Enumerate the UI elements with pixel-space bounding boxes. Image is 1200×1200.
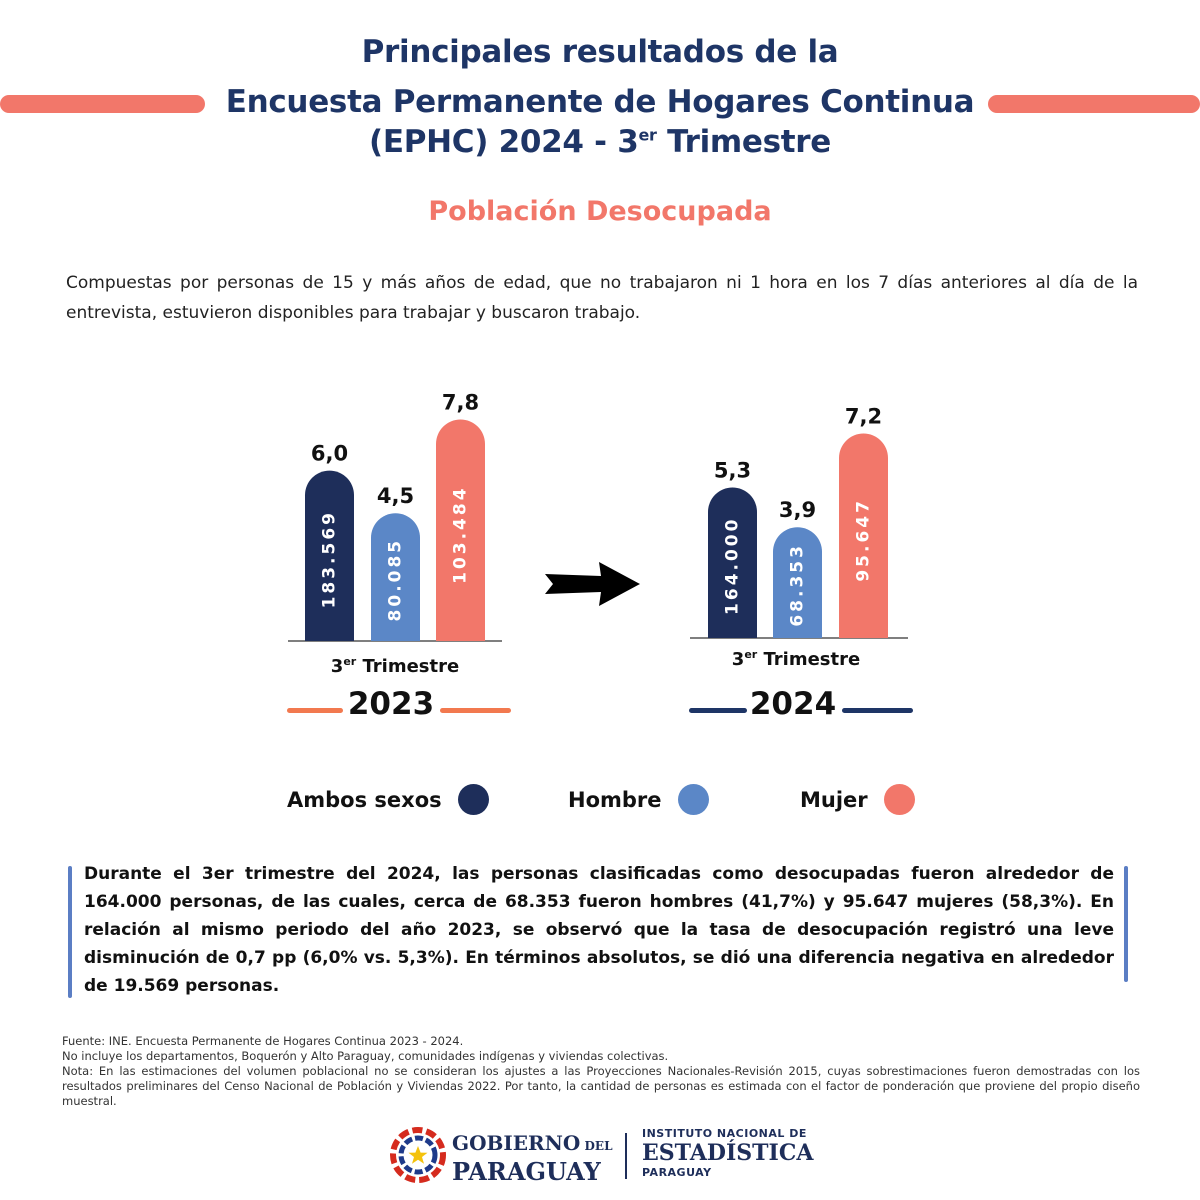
year-line-2023-right [440,708,511,713]
bar-2024-1 [773,527,822,638]
persons-label-2024-1: 68.353 [788,543,808,627]
gov-line2: PARAGUAY [452,1157,601,1186]
ine-line3: PARAGUAY [642,1166,712,1179]
title-line-3-a: (EPHC) 2024 - 3 [368,124,639,160]
title-line-3-b: Trimestre [656,124,832,160]
year-label-2023: 2023 [347,686,435,722]
gov-line1-b: DEL [580,1139,613,1153]
summary-bar-left [68,866,72,998]
paraguay-seal-icon [390,1127,446,1183]
year-line-2023-left [287,708,343,713]
rate-label-2024-1: 3,9 [779,498,816,522]
footnote-exclusion: No incluye los departamentos, Boquerón y… [62,1049,669,1063]
legend-dot-mujer [883,784,915,815]
bar-2023-0 [305,470,354,641]
logo-separator [625,1133,627,1179]
persons-label-2023-1: 80.085 [386,538,406,622]
rate-label-2023-1: 4,5 [377,484,414,508]
bar-2024-2 [839,433,888,638]
category-label-2024-sup: er [744,648,758,661]
summary-text: Durante el 3er trimestre del 2024, las p… [84,864,1114,996]
category-label-2024: 3er Trimestre [686,648,906,670]
footnote-note: Nota: En las estimaciones del volumen po… [62,1064,1140,1108]
footnote-source: Fuente: INE. Encuesta Permanente de Hoga… [62,1034,464,1048]
gobierno-paraguay-logo-text: GOBIERNO DEL PARAGUAY [452,1131,613,1184]
title-decoration-right [988,95,1200,113]
year-line-2024-right [842,708,913,713]
legend-item-hombre: Hombre [568,784,709,815]
year-line-2024-left [689,708,747,713]
persons-label-2024-0: 164.000 [723,517,743,615]
ine-line2: ESTADÍSTICA [642,1140,814,1166]
bar-2023-1 [371,513,420,641]
category-label-2023-b: Trimestre [356,656,460,677]
summary-bar-right [1124,866,1128,982]
gov-line1-a: GOBIERNO [452,1131,581,1155]
title-line-1: Principales resultados de la [361,34,839,70]
persons-label-2023-0: 183.569 [320,510,340,608]
title-line-3: (EPHC) 2024 - 3er Trimestre [0,124,1200,160]
year-label-2024: 2024 [749,686,837,722]
legend-dot-ambos [457,784,489,815]
bar-2024-0 [708,487,757,638]
category-label-2023-a: 3 [330,656,344,677]
bar-2023-2 [436,419,485,641]
rate-label-2023-2: 7,8 [442,390,479,414]
ine-logo-text: INSTITUTO NACIONAL DE ESTADÍSTICA PARAGU… [642,1127,813,1179]
legend-label-ambos: Ambos sexos [287,787,442,812]
title-line-2: Encuesta Permanente de Hogares Continua [225,84,975,120]
legend-item-mujer: Mujer [800,784,915,815]
category-label-2024-b: Trimestre [757,649,861,670]
persons-label-2023-2: 103.484 [451,485,471,583]
footnotes: Fuente: INE. Encuesta Permanente de Hoga… [62,1034,1140,1109]
legend-label-mujer: Mujer [800,787,868,812]
category-label-2023-sup: er [343,655,357,668]
rate-label-2024-0: 5,3 [714,458,751,482]
rate-label-2023-0: 6,0 [311,442,348,466]
title-decoration-left [0,95,205,113]
ine-line1: INSTITUTO NACIONAL DE [642,1127,807,1140]
page-subtitle: Población Desocupada [428,196,772,227]
persons-label-2024-2: 95.647 [854,498,874,582]
arrow-right-icon [545,562,640,606]
rate-label-2024-2: 7,2 [845,405,882,429]
footer-logos: GOBIERNO DEL PARAGUAY INSTITUTO NACIONAL… [390,1125,820,1185]
legend-item-ambos: Ambos sexos [287,784,489,815]
category-label-2023: 3er Trimestre [285,655,505,677]
legend-label-hombre: Hombre [568,787,662,812]
category-label-2024-a: 3 [731,649,745,670]
description-text: Compuestas por personas de 15 y más años… [66,273,1138,323]
bar-charts: 6,0 183.569 4,5 80.085 7,8 103.484 5,3 164.000 3… [288,390,908,642]
title-line-3-sup: er [638,125,657,145]
legend-dot-hombre [677,784,709,815]
